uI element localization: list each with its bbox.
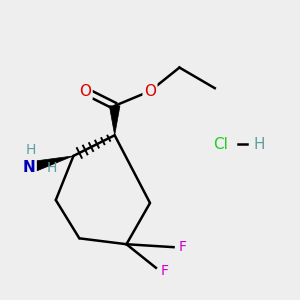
Text: F: F (161, 264, 169, 278)
Polygon shape (110, 106, 120, 135)
Text: Cl: Cl (213, 136, 228, 152)
Text: H: H (253, 136, 265, 152)
Text: H: H (47, 161, 57, 175)
Text: O: O (79, 84, 91, 99)
Text: O: O (144, 84, 156, 99)
Text: H: H (26, 143, 36, 157)
Polygon shape (28, 156, 74, 173)
Text: N: N (23, 160, 36, 175)
Text: F: F (178, 240, 186, 254)
